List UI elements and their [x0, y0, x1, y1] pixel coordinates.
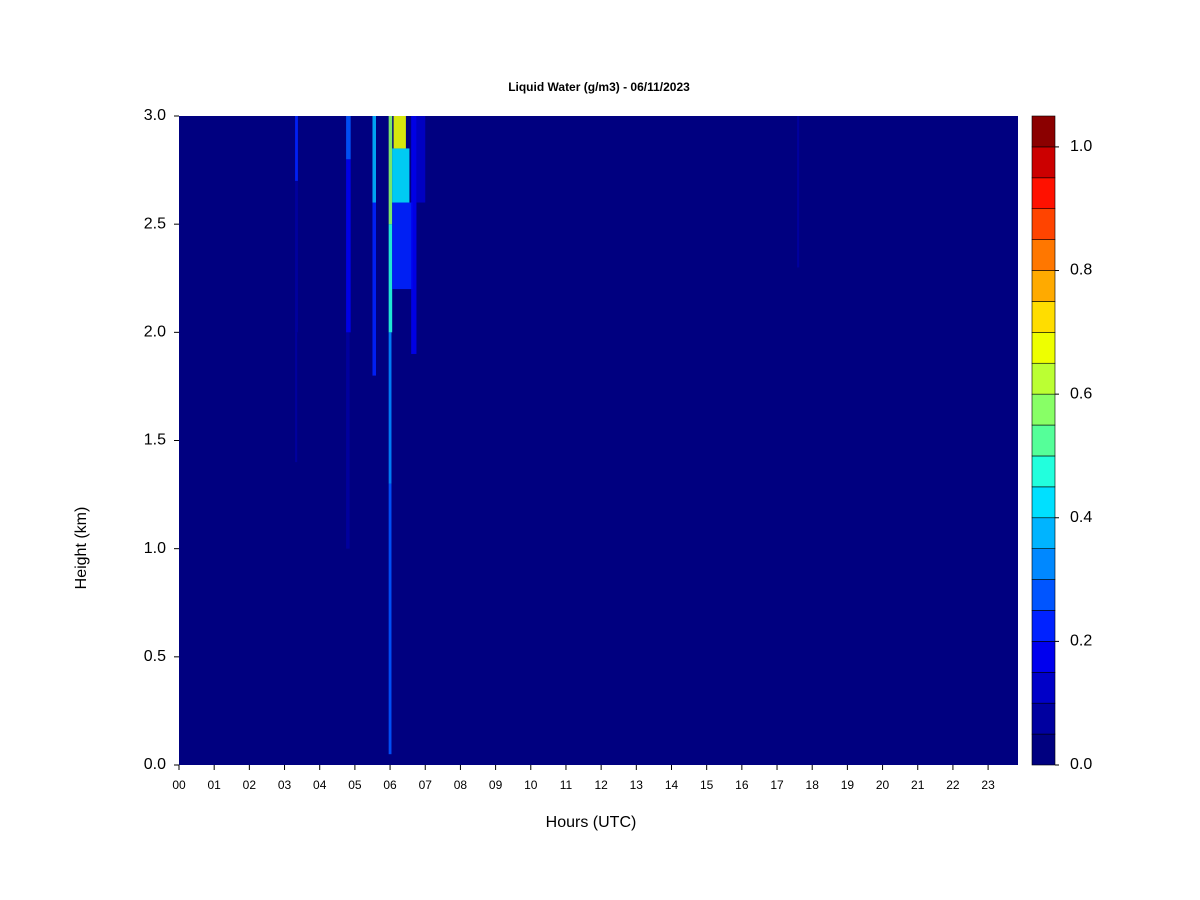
colorbar-tick-label: 0.6: [1070, 385, 1092, 402]
colorbar-box: [1031, 579, 1056, 611]
chart-title: Liquid Water (g/m3) - 06/11/2023: [508, 80, 690, 94]
colorbar-tick-label: 0.0: [1070, 756, 1092, 773]
x-tick-label: 06: [383, 778, 397, 792]
colorbar-box: [1031, 455, 1056, 488]
colorbar-box: [1031, 641, 1056, 673]
heatmap-cell: [372, 202, 376, 376]
x-tick-label: 04: [313, 778, 327, 792]
heatmap-cell: [416, 116, 426, 203]
heatmap-cell: [388, 483, 392, 755]
colorbar-box: [1031, 393, 1056, 426]
x-tick-label: 20: [876, 778, 890, 792]
colorbar-box: [1031, 301, 1056, 333]
colorbar-box: [1031, 517, 1056, 549]
x-tick-label: 01: [207, 778, 221, 792]
colorbar-box: [1031, 270, 1056, 302]
heatmap-cell: [372, 116, 376, 203]
y-tick-label: 3.0: [144, 107, 166, 124]
heatmap-cell: [295, 180, 298, 333]
x-tick-label: 14: [665, 778, 679, 792]
x-tick-label: 09: [489, 778, 503, 792]
y-tick-label: 1.0: [144, 540, 166, 557]
colorbar-box: [1031, 208, 1056, 240]
heatmap-cell: [346, 159, 351, 333]
colorbar-box: [1031, 486, 1056, 519]
colorbar-box: [1031, 671, 1056, 704]
x-axis-label: Hours (UTC): [546, 814, 637, 831]
y-tick-label: 2.5: [144, 215, 166, 232]
colorbar-box: [1031, 239, 1056, 271]
colorbar-box: [1031, 702, 1056, 735]
colorbar-box: [1031, 115, 1056, 148]
x-tick-label: 15: [700, 778, 714, 792]
y-tick-label: 2.0: [144, 324, 166, 341]
heatmap-cell: [411, 116, 417, 354]
x-tick-label: 02: [243, 778, 257, 792]
colorbar-box: [1031, 332, 1056, 364]
x-tick-label: 10: [524, 778, 538, 792]
y-tick-label: 1.5: [144, 432, 166, 449]
x-tick-label: 17: [770, 778, 784, 792]
plot-background: [179, 116, 1018, 765]
y-tick-label: 0.0: [144, 756, 166, 773]
x-tick-label: 16: [735, 778, 749, 792]
heatmap-cell: [346, 332, 350, 549]
colorbar-box: [1031, 146, 1056, 179]
colorbar-tick-label: 1.0: [1070, 138, 1092, 155]
colorbar-tick-label: 0.8: [1070, 262, 1092, 279]
colorbar-box: [1031, 733, 1056, 766]
colorbar-tick-label: 0.2: [1070, 633, 1092, 650]
colorbar-box: [1031, 610, 1056, 642]
heatmap-cell: [388, 332, 392, 484]
heatmap-cell: [392, 148, 410, 203]
x-tick-label: 21: [911, 778, 925, 792]
x-tick-label: 22: [946, 778, 960, 792]
colorbar-box: [1031, 177, 1056, 210]
x-tick-label: 11: [560, 778, 573, 792]
x-tick-label: 18: [806, 778, 820, 792]
x-tick-label: 19: [841, 778, 855, 792]
x-tick-label: 03: [278, 778, 292, 792]
heatmap-cell: [295, 332, 298, 463]
colorbar-tick-label: 0.4: [1070, 509, 1092, 526]
x-tick-label: 07: [419, 778, 433, 792]
x-tick-label: 23: [981, 778, 995, 792]
colorbar-box: [1031, 548, 1056, 580]
heatmap-cell: [393, 116, 406, 149]
heatmap-cell: [392, 202, 413, 290]
x-tick-label: 13: [630, 778, 644, 792]
heatmap-cell: [346, 116, 351, 160]
heatmap-cell: [388, 224, 393, 333]
y-axis-label: Height (km): [73, 507, 90, 590]
heatmap-cell: [797, 116, 800, 268]
y-tick-label: 0.5: [144, 648, 166, 665]
heatmap-cell: [388, 116, 393, 225]
x-tick-label: 12: [594, 778, 608, 792]
x-tick-label: 00: [172, 778, 186, 792]
heatmap-cell: [295, 116, 298, 181]
x-tick-label: 08: [454, 778, 468, 792]
colorbar-box: [1031, 362, 1056, 395]
colorbar-box: [1031, 424, 1056, 457]
x-tick-label: 05: [348, 778, 362, 792]
